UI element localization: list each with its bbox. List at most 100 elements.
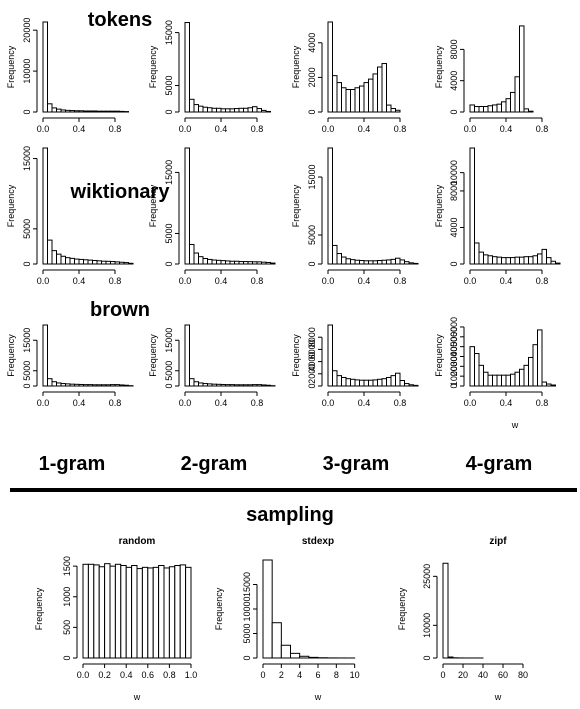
x-tick-label: 0.4 — [73, 124, 86, 134]
histogram-bar — [387, 105, 392, 112]
x-tick-label: 0.0 — [464, 276, 477, 286]
y-axis-label: Frequency — [434, 184, 444, 227]
histogram-bar — [506, 99, 511, 112]
histogram-bar — [373, 380, 378, 386]
histogram-bar — [291, 653, 300, 658]
histogram-bar — [538, 330, 543, 386]
histogram-bar — [364, 380, 369, 386]
histogram-bar — [346, 379, 351, 386]
y-tick-label: 0 — [62, 655, 72, 660]
histogram-bar — [111, 262, 116, 264]
histogram-bar — [511, 92, 516, 112]
histogram-bar — [226, 109, 231, 112]
histogram-bar — [70, 258, 75, 264]
x-tick-label: 0.8 — [251, 398, 264, 408]
histogram-bar — [199, 106, 204, 112]
histogram-bar — [102, 261, 107, 264]
histogram-bar — [551, 385, 556, 386]
histogram-bar — [396, 110, 401, 112]
histogram-bar — [378, 261, 383, 264]
histogram-bar — [309, 657, 318, 658]
histogram-bar — [524, 109, 529, 112]
y-tick-label: 5000 — [242, 623, 252, 643]
histogram-bar — [502, 375, 507, 386]
y-tick-label: 15000 — [242, 572, 252, 597]
histogram-bar — [217, 260, 222, 264]
x-axis-label: w — [314, 692, 322, 702]
histogram-bar — [364, 261, 369, 264]
histogram-bar — [230, 261, 235, 264]
y-tick-label: 15000 — [164, 328, 174, 353]
x-tick-label: 0.4 — [358, 124, 371, 134]
x-tick-label: 0.4 — [500, 276, 513, 286]
histogram-bar — [360, 86, 365, 112]
histogram-bar — [190, 99, 195, 112]
subplot-title: zipf — [489, 536, 507, 547]
x-tick-label: 80 — [518, 670, 528, 680]
histogram-bar — [488, 256, 493, 264]
x-tick-label: 0.0 — [179, 276, 192, 286]
histogram-bar — [414, 263, 419, 264]
histogram-bar — [239, 108, 244, 112]
y-axis-label: Frequency — [397, 587, 407, 630]
histogram-bar — [346, 90, 351, 113]
histogram-bar — [94, 565, 99, 658]
histogram-bar — [400, 260, 405, 264]
histogram-bar — [506, 375, 511, 386]
y-tick-label: 5000 — [22, 219, 32, 239]
histogram-bar — [226, 261, 231, 264]
histogram-bar — [506, 258, 511, 264]
histogram-bar — [194, 253, 199, 264]
histogram-bar — [443, 563, 448, 658]
y-tick-label: 4000 — [449, 217, 459, 237]
x-tick-label: 0.0 — [464, 398, 477, 408]
x-tick-label: 0.4 — [120, 670, 133, 680]
histogram-bar — [70, 111, 75, 112]
histogram-bar — [93, 385, 98, 386]
histogram-bar — [217, 108, 222, 112]
x-tick-label: 20 — [458, 670, 468, 680]
histogram-bar — [120, 385, 125, 386]
histogram-bar — [272, 623, 281, 658]
histogram-bar — [378, 379, 383, 386]
y-tick-label: 15000 — [22, 146, 32, 171]
histogram-bar — [342, 88, 347, 112]
histogram-bar — [79, 111, 84, 112]
y-tick-label: 8000 — [449, 39, 459, 59]
x-tick-label: 0.8 — [163, 670, 176, 680]
y-axis-label: Frequency — [434, 45, 444, 88]
histogram-bar — [70, 384, 75, 386]
histogram-bar — [529, 357, 534, 386]
row-label-tokens: tokens — [88, 9, 152, 31]
x-tick-label: 0.0 — [77, 670, 90, 680]
histogram-bar — [369, 380, 374, 386]
row-label-brown: brown — [90, 299, 150, 321]
histogram-bar — [164, 568, 169, 658]
histogram-bar — [48, 240, 53, 264]
histogram-bar — [115, 262, 120, 264]
col-label-2gram: 2-gram — [181, 453, 248, 475]
histogram-bar — [66, 110, 71, 112]
histogram-bar — [106, 111, 111, 112]
histogram-bar — [239, 385, 244, 386]
histogram-bar — [551, 261, 556, 264]
histogram-bar — [470, 347, 475, 386]
y-tick-label: 0 — [242, 655, 252, 660]
histogram-bar — [396, 258, 401, 264]
histogram-bar — [479, 107, 484, 112]
y-tick-label: 6000 — [449, 317, 459, 337]
histogram-bar — [502, 258, 507, 264]
y-tick-label: 20000 — [22, 18, 32, 43]
x-tick-label: 0.0 — [179, 398, 192, 408]
y-tick-label: 10000 — [422, 613, 432, 638]
histogram-bar — [470, 105, 475, 112]
y-tick-label: 0 — [307, 261, 317, 266]
histogram-bar — [497, 257, 502, 264]
histogram-bar — [328, 325, 333, 386]
y-tick-label: 0 — [22, 261, 32, 266]
